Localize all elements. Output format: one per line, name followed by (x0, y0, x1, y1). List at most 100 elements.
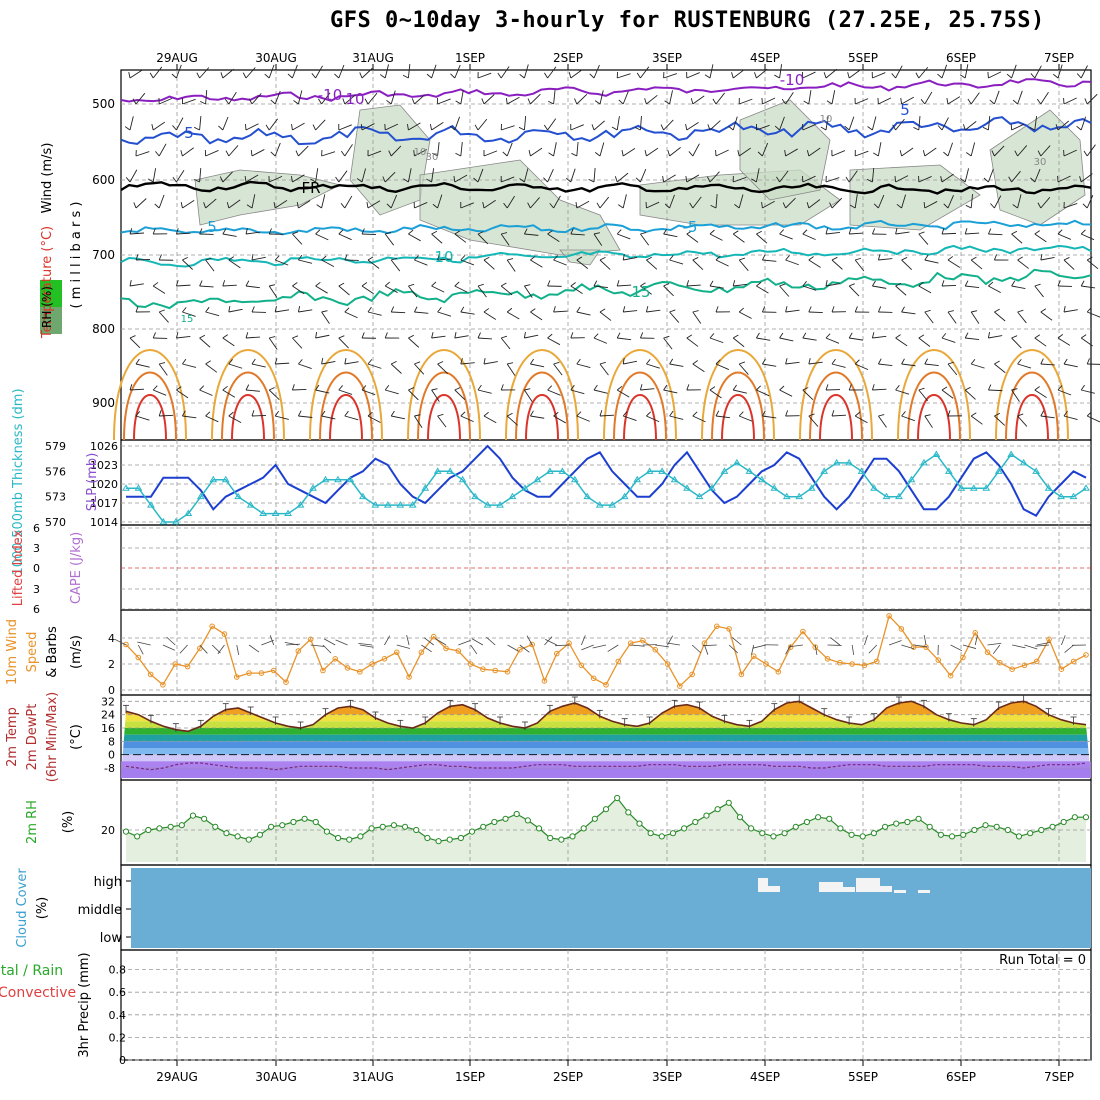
wind-barb (709, 171, 720, 183)
wind-barb-feather (844, 125, 850, 131)
wind-barb-feather (1080, 229, 1086, 235)
wind-barb-feather (922, 150, 926, 157)
wind-barb-feather (547, 385, 553, 391)
rh-marker (792, 823, 799, 830)
wind-barb (918, 389, 928, 402)
wind-barb (1057, 233, 1072, 240)
wind-barb (275, 309, 290, 313)
wind-barb (437, 98, 451, 105)
high-cloud-block (758, 878, 768, 892)
rh-shading (194, 169, 342, 226)
rh-marker (178, 822, 185, 829)
wind-barb (275, 362, 290, 365)
wind-barb-feather (274, 358, 278, 365)
wind-barb-feather (340, 203, 346, 209)
wind-barb-feather (709, 229, 715, 235)
temp-band (121, 701, 1091, 715)
wind-barb (553, 90, 556, 105)
surface-wind-barb (236, 644, 240, 655)
wind-barb (483, 415, 497, 424)
wind-barb (895, 65, 903, 79)
precip-tick: 0.6 (109, 986, 127, 999)
cloud-cover-fill (131, 868, 1091, 948)
wind-barb-feather (364, 98, 369, 105)
wind-barb-feather (761, 254, 766, 261)
wind-barb-feather (244, 123, 247, 131)
wind-barb-feather (646, 359, 651, 365)
wind-speed-marker (812, 644, 819, 650)
thickness-marker (845, 458, 853, 466)
rh-marker (814, 814, 822, 821)
wind-barb (623, 360, 638, 365)
wind-speed-marker (898, 626, 905, 632)
wind-barb-feather (622, 358, 625, 365)
wind-barb (361, 123, 375, 131)
wind-barb-feather (1084, 98, 1088, 105)
wind-barb-feather (1011, 335, 1018, 339)
wind-barb (361, 285, 374, 295)
wind-barb (1086, 194, 1094, 209)
wind-barb (576, 93, 588, 105)
surface-temp-contour (603, 349, 677, 441)
wind-barb-feather (621, 150, 624, 157)
wind-barb-feather (994, 412, 1000, 417)
rh-marker (658, 833, 665, 840)
wind-barb (576, 259, 589, 269)
wind-barb (599, 142, 605, 157)
wind-speed-marker (504, 669, 511, 675)
wind-barb (947, 259, 961, 268)
wind-barb (808, 311, 823, 314)
wind-barb-feather (895, 385, 900, 391)
wind-barb-feather (454, 281, 460, 287)
rh-marker (401, 823, 409, 830)
surface-temp-contour (701, 349, 775, 441)
wind-barb-feather (779, 332, 784, 339)
wind-barb (738, 259, 749, 271)
wind-speed-marker (713, 623, 720, 630)
cape-panel (120, 524, 1092, 611)
wind-barb (477, 337, 492, 340)
contour-label: -10 (780, 71, 805, 89)
wind-barb-feather (664, 203, 670, 209)
wind-barb (344, 94, 356, 105)
wind-barb-feather (147, 178, 154, 183)
wind-barb (825, 68, 838, 79)
wind-barb (315, 65, 323, 79)
wind-barb-feather (1083, 150, 1088, 157)
rh-marker (334, 834, 342, 842)
wind-barb-feather (1063, 257, 1070, 261)
rh-marker (145, 826, 152, 834)
surface-wind-barb (704, 644, 709, 655)
wind-barb-feather (785, 306, 788, 313)
wind-barb-feather (344, 410, 349, 417)
wind-barb-feather (920, 99, 926, 105)
wind-barb-feather (895, 282, 902, 287)
wind-barb-feather (1036, 98, 1042, 105)
date-label-bottom: 2SEP (553, 1070, 583, 1084)
wind-barb-feather (270, 151, 276, 157)
rh-marker (223, 830, 230, 837)
surface-temp-contour (505, 349, 579, 441)
wind-barb (321, 311, 330, 324)
temp-tick: 32 (101, 695, 115, 708)
wind-barb (1040, 415, 1055, 419)
wind-barb (895, 231, 910, 235)
contour-label: FR (301, 179, 320, 197)
wind-barb (152, 66, 163, 79)
rh-marker (212, 823, 219, 830)
wind-barb-feather (1012, 204, 1018, 209)
wind-barb (315, 334, 330, 339)
rh-marker (234, 833, 241, 840)
wind-barb (129, 283, 144, 287)
wind-barb-feather (251, 254, 254, 261)
wind-barb-feather (589, 73, 595, 79)
surface-temp-contour (1015, 394, 1049, 441)
surface-wind-barb (458, 639, 471, 646)
wind-barb-feather (618, 204, 624, 209)
wind-barb (964, 168, 970, 183)
wind-barb (686, 284, 701, 287)
wind-barb (460, 415, 474, 423)
wind-barb-feather (1011, 388, 1018, 391)
wind-barb (871, 168, 875, 183)
wind-barb (663, 285, 674, 297)
